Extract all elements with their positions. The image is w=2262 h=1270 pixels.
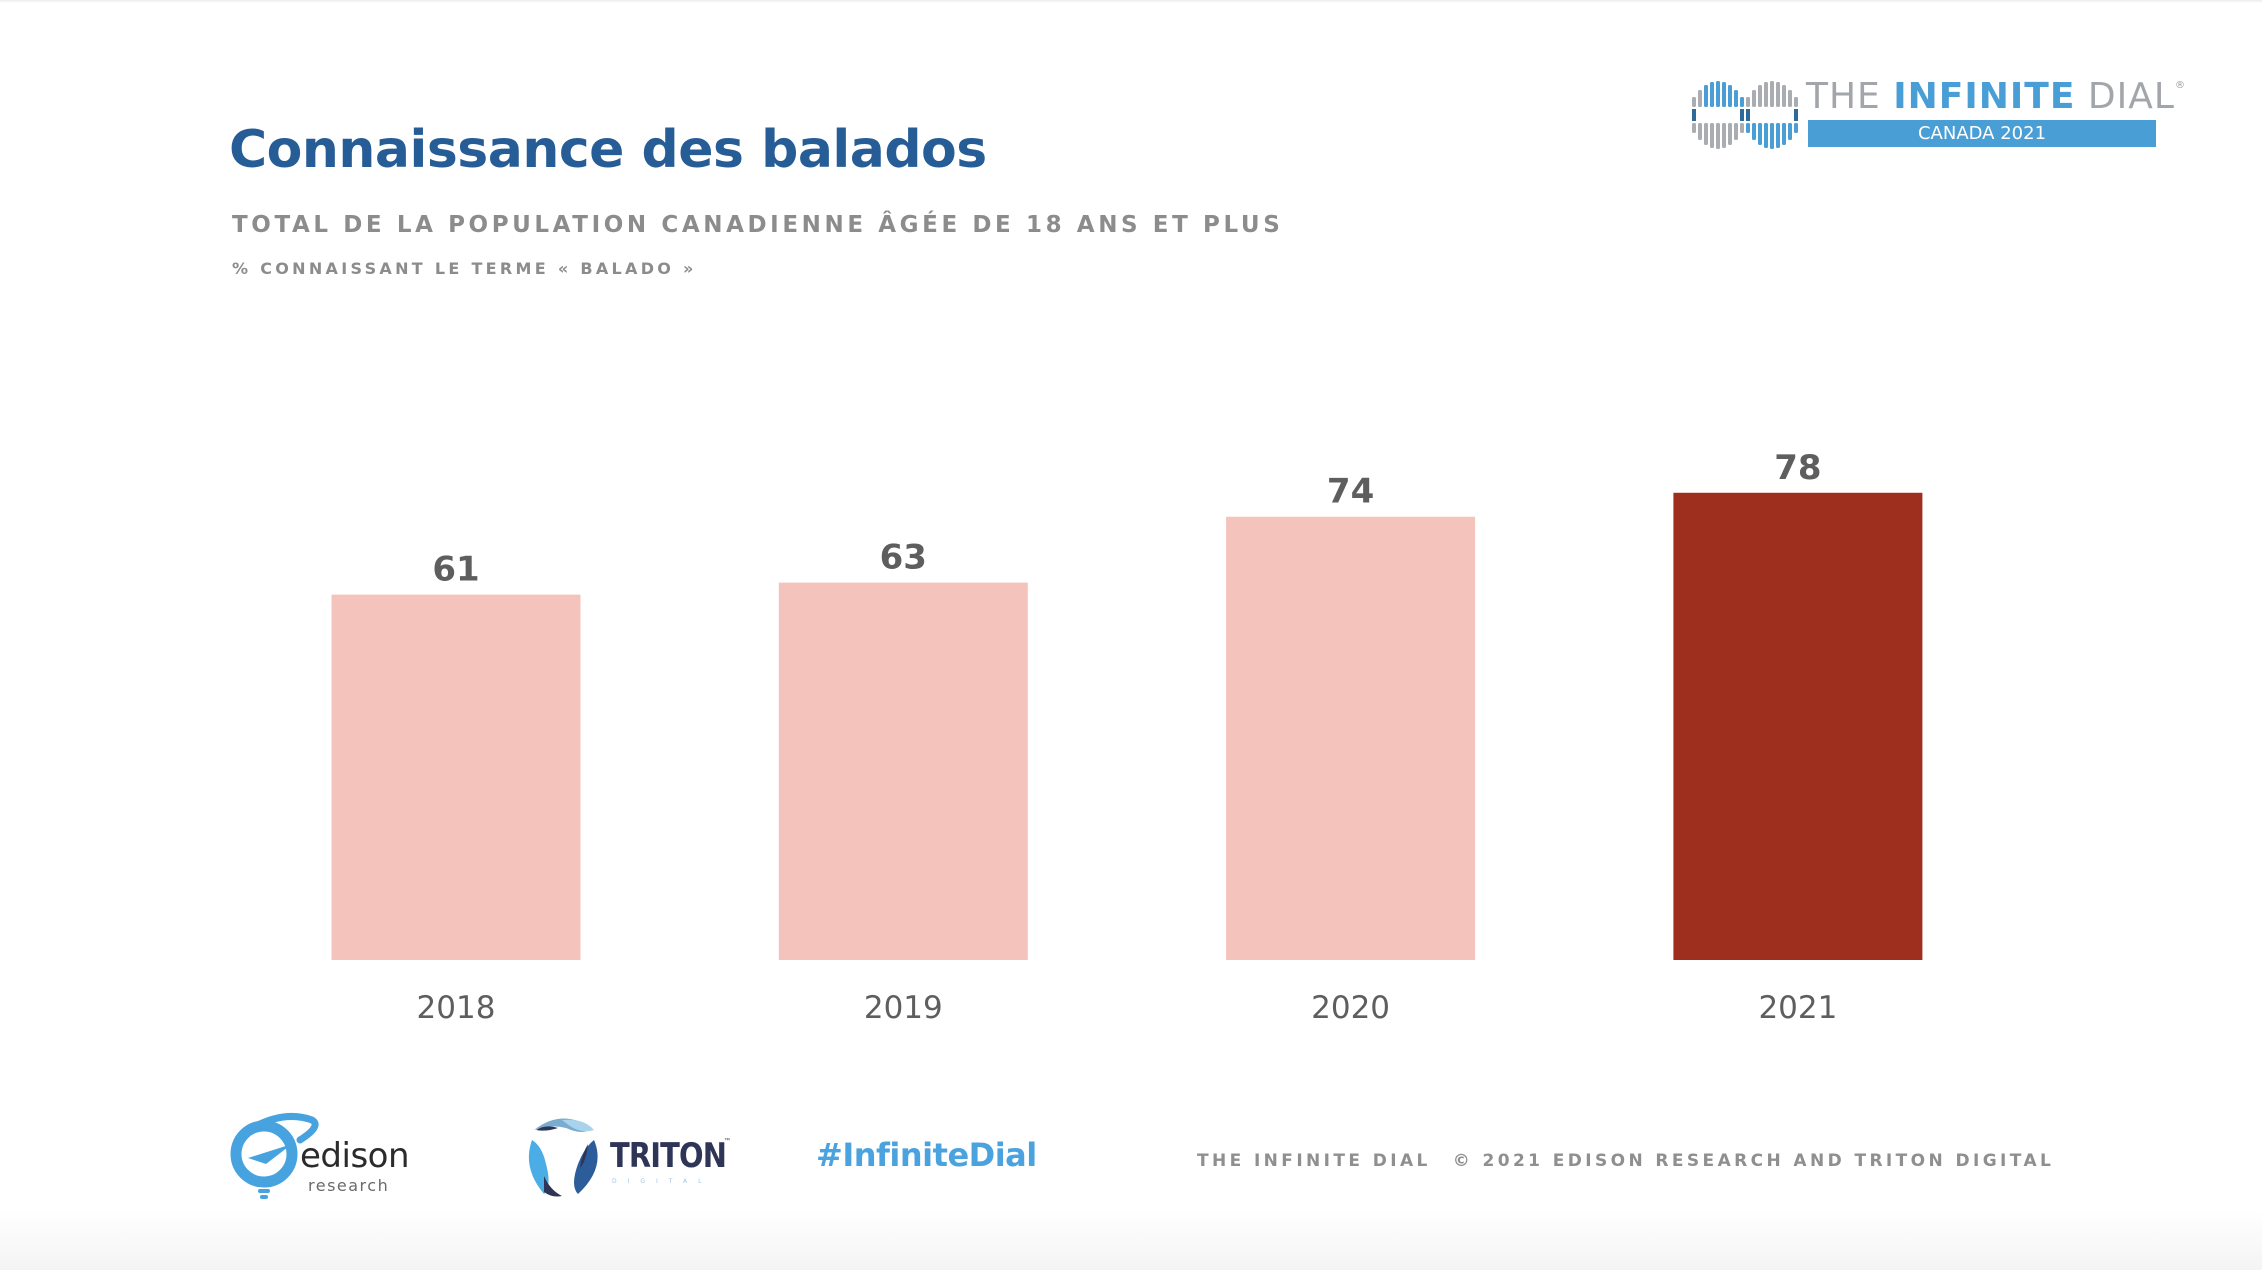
trademark-mark: ™: [724, 1138, 730, 1144]
slide-subtitle: TOTAL DE LA POPULATION CANADIENNE ÂGÉE D…: [232, 212, 1284, 238]
value-label-2018: 61: [432, 550, 479, 590]
category-label-2021: 2021: [1758, 990, 1837, 1026]
top-edge: [0, 0, 2262, 3]
dial-bar: [1704, 123, 1708, 145]
value-label-2021: 78: [1774, 448, 1821, 488]
dial-bar: [1692, 97, 1696, 107]
bars-layer: [331, 492, 1923, 960]
footer-copyright-text: © 2021 EDISON RESEARCH AND TRITON DIGITA…: [1452, 1151, 2055, 1171]
dial-bar: [1710, 123, 1714, 148]
value-label-2020: 74: [1327, 472, 1374, 512]
brand-dial: DIAL: [2087, 76, 2175, 117]
dial-bar: [1746, 97, 1750, 107]
dial-bar: [1758, 85, 1762, 107]
dial-bar: [1794, 123, 1798, 133]
dial-bar: [1740, 123, 1744, 133]
dial-bar: [1758, 123, 1762, 145]
dial-bar: [1770, 81, 1774, 107]
measure-label: % CONNAISSANT LE TERME « BALADO »: [232, 259, 697, 278]
dial-bar: [1752, 123, 1756, 140]
dial-bar: [1776, 82, 1780, 107]
dial-bar: [1728, 85, 1732, 107]
footer-copyright: THE INFINITE DIAL © 2021 EDISON RESEARCH …: [1197, 1151, 2054, 1171]
labels-layer: 61 2018 63 2019 74 2020 78 2021: [417, 448, 1838, 1026]
edison-subtext: research: [308, 1176, 390, 1195]
dial-bar: [1740, 109, 1744, 121]
dial-bar: [1704, 85, 1708, 107]
edison-wordmark: edison: [300, 1136, 410, 1176]
brand-infinite: INFINITE: [1893, 76, 2076, 117]
slide-title: Connaissance des balados: [229, 120, 987, 180]
dial-bar: [1716, 123, 1720, 149]
dial-bar: [1740, 97, 1744, 107]
dial-bar: [1788, 123, 1792, 140]
value-label-2019: 63: [880, 538, 927, 578]
bar-2020: [1226, 516, 1476, 960]
dial-bar: [1782, 85, 1786, 107]
triton-wordmark: TRITON: [610, 1136, 727, 1176]
dial-bar: [1692, 109, 1696, 121]
dial-bar: [1746, 109, 1750, 121]
dial-bar: [1698, 123, 1702, 140]
bottom-edge: [0, 1210, 2262, 1270]
category-label-2019: 2019: [864, 990, 943, 1026]
footer-series-name: THE INFINITE DIAL: [1197, 1151, 1431, 1171]
infinity-dial-icon: [1692, 81, 1798, 149]
edison-research-logo: edison research: [230, 1112, 430, 1202]
registered-mark: ®: [2174, 80, 2186, 91]
dial-bar: [1722, 82, 1726, 107]
dial-bar: [1770, 123, 1774, 149]
brand-wordmark: THE INFINITE DIAL®: [1806, 76, 2186, 117]
dial-bar: [1794, 97, 1798, 107]
dial-bar: [1728, 123, 1732, 145]
dial-bar: [1788, 90, 1792, 107]
brand-the: THE: [1806, 76, 1881, 117]
infinite-dial-logo: THE INFINITE DIAL® CANADA 2021: [1690, 76, 2185, 156]
dial-bar: [1734, 123, 1738, 140]
dial-bar: [1716, 81, 1720, 107]
dial-bar: [1710, 82, 1714, 107]
dial-bar: [1794, 109, 1798, 121]
dial-bar: [1734, 90, 1738, 107]
dial-bar: [1698, 90, 1702, 107]
edison-bulb-icon: [230, 1112, 319, 1199]
hashtag-link[interactable]: #InfiniteDial: [816, 1136, 1037, 1174]
dial-bar: [1746, 123, 1750, 133]
bar-2019: [778, 582, 1028, 960]
dial-bar: [1752, 90, 1756, 107]
dial-bar: [1692, 123, 1696, 133]
category-label-2020: 2020: [1311, 990, 1390, 1026]
dial-bar: [1764, 82, 1768, 107]
bar-2021: [1673, 492, 1923, 960]
dial-bar: [1776, 123, 1780, 148]
dial-bar: [1782, 123, 1786, 145]
dial-bar: [1722, 123, 1726, 148]
category-label-2018: 2018: [417, 990, 496, 1026]
triton-emblem-icon: [528, 1118, 598, 1197]
brand-edition-band: CANADA 2021: [1808, 120, 2156, 147]
dial-bar: [1764, 123, 1768, 148]
triton-subtext: DIGITAL: [612, 1178, 713, 1185]
triton-digital-logo: TRITON ™ DIGITAL: [520, 1112, 750, 1202]
bar-2018: [331, 594, 581, 960]
